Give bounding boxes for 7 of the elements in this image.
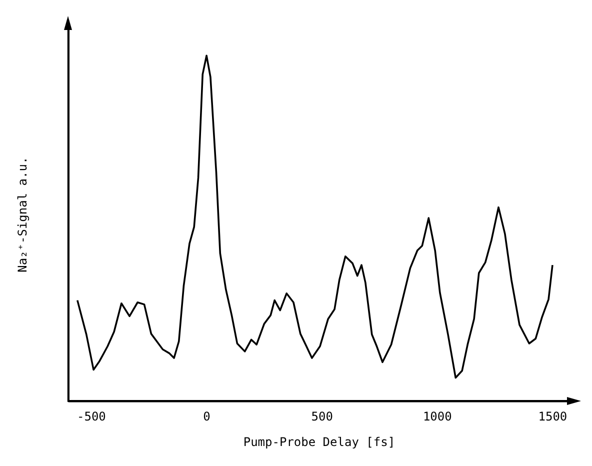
x-axis-title: Pump-Probe Delay [fs]: [243, 434, 396, 449]
x-tick-label: 1000: [422, 410, 452, 424]
y-axis-title: Na₂⁺-Signal a.u.: [15, 156, 30, 272]
x-tick-label: 1500: [538, 410, 568, 424]
x-tick-label: -500: [77, 410, 106, 424]
x-tick-label: 500: [311, 410, 333, 424]
x-tick-label: 0: [203, 410, 210, 424]
